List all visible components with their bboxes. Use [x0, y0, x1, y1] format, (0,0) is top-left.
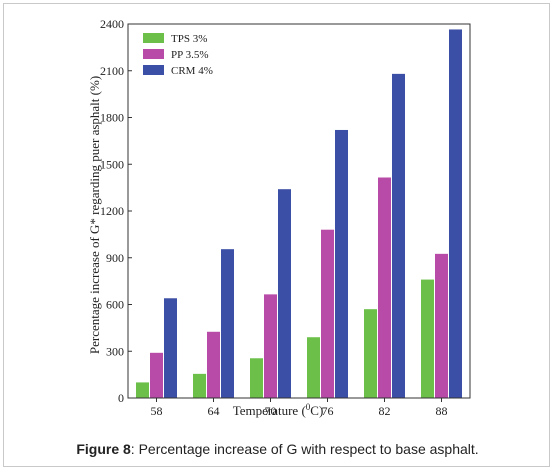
bar-crm-88 [449, 29, 462, 399]
bar-pp-58 [150, 352, 163, 398]
bar-crm-70 [278, 189, 291, 398]
figure-caption: Figure 8: Percentage increase of G with … [0, 441, 555, 457]
bar-crm-64 [221, 249, 234, 398]
bar-tps-64 [193, 373, 206, 398]
bar-tps-82 [364, 309, 377, 398]
legend-label-crm: CRM 4% [171, 65, 213, 77]
x-tick-label: 58 [151, 404, 163, 418]
bar-pp-76 [321, 229, 334, 398]
legend-swatch-crm [143, 65, 164, 75]
bar-pp-64 [207, 331, 220, 398]
x-tick-label: 88 [436, 404, 448, 418]
y-tick-label: 900 [106, 251, 124, 265]
figure-label: Figure 8 [76, 441, 131, 457]
y-tick-label: 600 [106, 298, 124, 312]
bar-crm-82 [392, 73, 405, 398]
bar-crm-76 [335, 129, 348, 398]
bar-crm-58 [164, 298, 177, 398]
bar-pp-88 [435, 253, 448, 398]
bar-tps-70 [250, 358, 263, 398]
y-tick-label: 2100 [100, 64, 124, 78]
legend-swatch-tps [143, 33, 164, 43]
x-tick-label: 64 [208, 404, 220, 418]
bar-chart: 0 300 600 900 1200 1500 1800 2100 2400 58 64 70 76 8… [87, 17, 471, 418]
x-axis-title: Temperature (0C) [233, 402, 324, 418]
y-axis-title: Percentage increase of G* regarding puer… [87, 76, 102, 354]
x-tick-label: 76 [322, 404, 334, 418]
legend-label-pp: PP 3.5% [171, 49, 209, 61]
x-tick-label: 82 [379, 404, 391, 418]
y-tick-label: 1500 [100, 157, 124, 171]
legend-swatch-pp [143, 49, 164, 59]
x-tick-label: 70 [265, 404, 277, 418]
bar-tps-58 [136, 382, 149, 398]
y-tick-label: 0 [118, 391, 124, 405]
plot-area-frame [127, 23, 471, 399]
bar-pp-70 [264, 294, 277, 398]
legend-label-tps: TPS 3% [171, 33, 207, 45]
y-tick-label: 1200 [100, 204, 124, 218]
y-tick-label: 300 [106, 344, 124, 358]
y-tick-label: 1800 [100, 111, 124, 125]
bar-tps-76 [307, 337, 320, 398]
bar-tps-88 [421, 279, 434, 398]
caption-text: : Percentage increase of G with respect … [130, 441, 479, 457]
bar-pp-82 [378, 177, 391, 398]
y-tick-label: 2400 [100, 17, 124, 31]
